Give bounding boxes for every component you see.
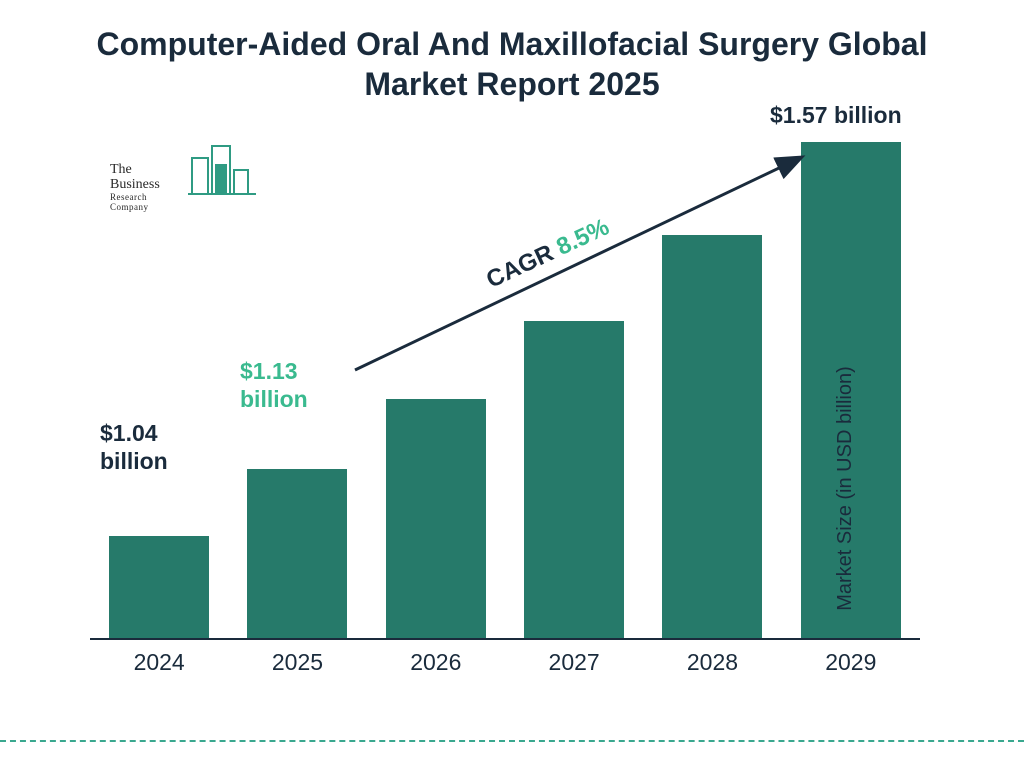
bar: [524, 321, 624, 640]
x-tick-label: 2027: [549, 649, 600, 676]
x-tick-label: 2026: [410, 649, 461, 676]
x-axis-line: [90, 638, 920, 640]
x-tick-label: 2024: [134, 649, 185, 676]
value-label: $1.13billion: [240, 358, 308, 413]
bars-container: 202420252026202720282029: [90, 120, 920, 640]
x-tick-label: 2025: [272, 649, 323, 676]
x-tick-label: 2029: [825, 649, 876, 676]
bar-wrap: 2028: [643, 235, 781, 640]
y-axis-label: Market Size (in USD billion): [834, 366, 857, 611]
bar: [386, 399, 486, 640]
x-tick-label: 2028: [687, 649, 738, 676]
bottom-divider: [0, 740, 1024, 742]
bar: [662, 235, 762, 640]
bar-wrap: 2026: [367, 399, 505, 640]
chart-title: Computer-Aided Oral And Maxillofacial Su…: [0, 24, 1024, 104]
bar-wrap: 2025: [228, 469, 366, 640]
bar: [109, 536, 209, 640]
bar-wrap: 2024: [90, 536, 228, 640]
bar: [247, 469, 347, 640]
value-label: $1.04billion: [100, 420, 168, 475]
bar-wrap: 2027: [505, 321, 643, 640]
value-label: $1.57 billion: [770, 102, 902, 130]
bar-chart: 202420252026202720282029 $1.04billion$1.…: [90, 120, 920, 680]
